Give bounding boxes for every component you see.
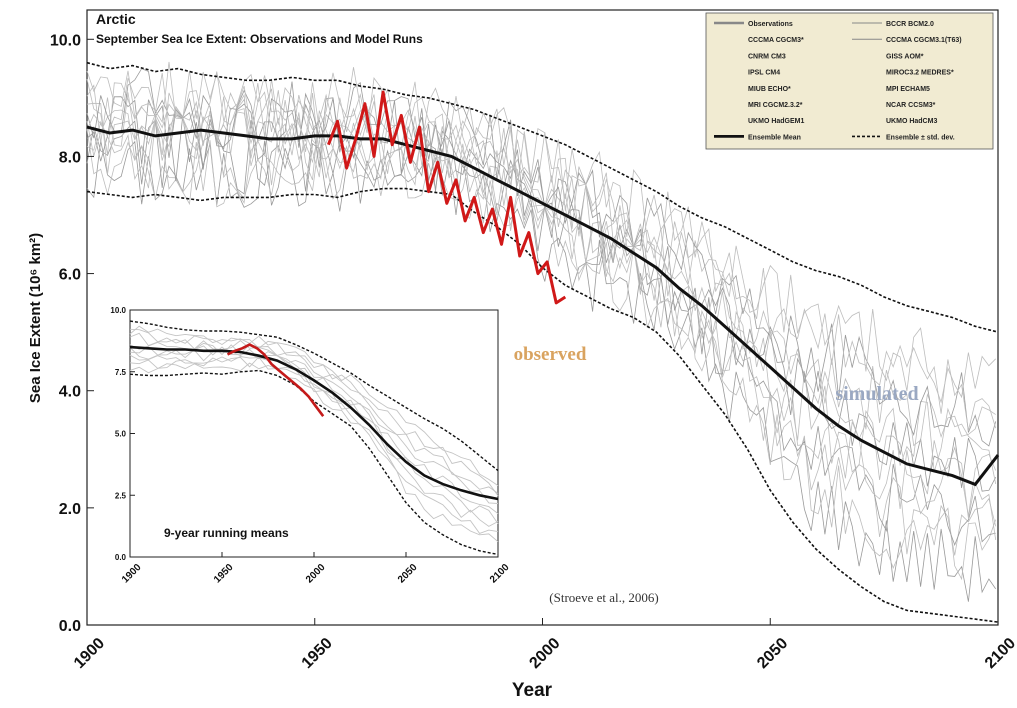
y-tick-label: 0.0 [59, 618, 81, 635]
inset-lower-std-line [129, 369, 499, 556]
chart-subtitle: September Sea Ice Extent: Observations a… [96, 32, 423, 46]
main-series-lines [86, 61, 1000, 623]
model-run-line [86, 96, 997, 492]
y-tick-label: 2.0 [59, 501, 81, 518]
model-run-line [86, 116, 996, 547]
inset-model-line [129, 325, 499, 486]
inset-observations-line [226, 343, 325, 417]
inset-y-tick-label: 7.5 [115, 368, 127, 377]
legend-label: UKMO HadGEM1 [748, 118, 805, 125]
inset-series-lines [129, 320, 499, 556]
inset-plot-frame [129, 309, 499, 558]
legend: Observations BCCR BCM2.0 CCCMA CGCM3* CCCMA… [705, 12, 994, 150]
inset-upper-std-line [129, 320, 499, 472]
legend-label: CCCMA CGCM3.1(T63) [886, 37, 962, 44]
y-tick-label: 8.0 [59, 149, 81, 166]
model-run-line [86, 61, 996, 404]
ensemble-lower-std-line [86, 187, 999, 623]
inset-y-tick-label: 2.5 [115, 491, 127, 500]
legend-items: Observations BCCR BCM2.0 CCCMA CGCM3* CCCMA… [714, 21, 962, 141]
legend-label: Ensemble ± std. dev. [886, 134, 955, 141]
model-run-line [86, 120, 997, 556]
inset-y-tick-label: 10.0 [110, 306, 126, 315]
legend-label: CNRM CM3 [748, 53, 786, 60]
chart-title: Arctic [96, 11, 136, 27]
inset-model-line [129, 328, 499, 496]
ensemble-upper-std-line [86, 61, 999, 333]
simulated-annotation: simulated [835, 383, 918, 405]
inset-model-line [129, 332, 499, 494]
model-run-line [86, 84, 996, 447]
legend-label: MIROC3.2 MEDRES* [886, 70, 954, 77]
model-run-lines [86, 61, 997, 602]
inset-y-tick-label: 0.0 [115, 553, 127, 562]
legend-box [705, 12, 994, 150]
legend-label: MRI CGCM2.3.2* [748, 102, 803, 109]
y-tick-label: 10.0 [50, 32, 81, 49]
inset-model-line [129, 362, 499, 543]
legend-label: MPI ECHAM5 [886, 86, 930, 93]
inset-model-line [129, 345, 499, 514]
observed-annotation: observed [514, 344, 587, 365]
model-run-line [86, 79, 997, 485]
observations-line [327, 90, 567, 305]
y-axis-label: Sea Ice Extent (10⁶ km²) [27, 233, 44, 403]
inset-model-lines [129, 325, 499, 543]
citation-text: (Stroeve et al., 2006) [549, 590, 658, 605]
inset-title: 9-year running means [164, 526, 289, 540]
legend-label: MIUB ECHO* [748, 86, 791, 93]
legend-label: NCAR CCSM3* [886, 102, 936, 109]
inset-ensemble-mean-line [129, 345, 499, 501]
model-run-line [86, 68, 997, 447]
ensemble-mean-line [86, 125, 1000, 487]
y-tick-label: 6.0 [59, 267, 81, 284]
model-run-line [86, 100, 997, 517]
inset-model-line [129, 347, 499, 524]
legend-label: Observations [748, 21, 793, 28]
legend-label: Ensemble Mean [748, 134, 801, 141]
x-axis-label: Year [512, 680, 553, 701]
legend-label: CCCMA CGCM3* [748, 37, 804, 44]
inset-y-tick-label: 5.0 [115, 430, 127, 439]
legend-label: UKMO HadCM3 [886, 118, 937, 125]
model-run-line [86, 129, 997, 581]
inset-model-line [129, 354, 499, 527]
y-tick-label: 4.0 [59, 384, 81, 401]
legend-label: IPSL CM4 [748, 70, 780, 77]
legend-label: BCCR BCM2.0 [886, 21, 934, 28]
inset-model-line [129, 356, 499, 534]
model-run-line [86, 71, 997, 431]
legend-label: GISS AOM* [886, 53, 924, 60]
